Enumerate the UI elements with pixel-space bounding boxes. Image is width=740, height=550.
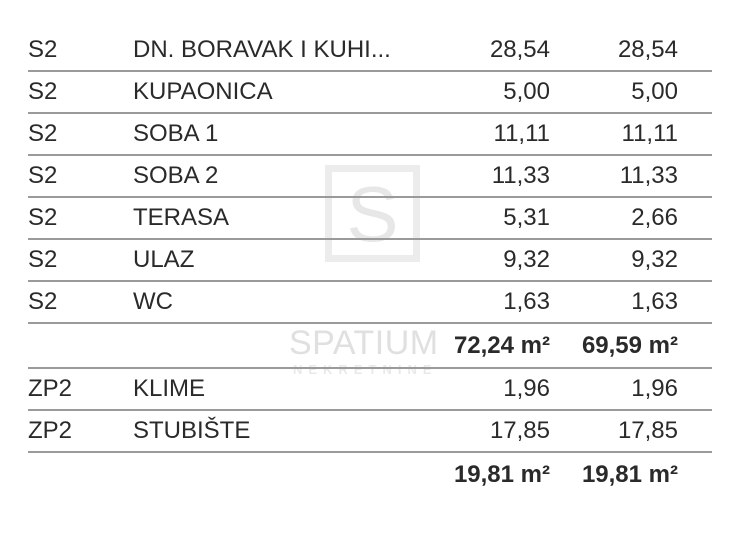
room-name-cell: DN. BORAVAK I KUHI... [133, 36, 391, 63]
spacer-cell [678, 71, 712, 113]
unit-code-cell: S2 [28, 78, 58, 105]
area-value2-cell: 1,96 [631, 375, 678, 402]
spacer-cell [678, 197, 712, 239]
room-name-cell: KUPAONICA [133, 78, 273, 105]
area-row: S2 KUPAONICA 5,00 5,00 [28, 71, 712, 113]
spacer-cell [678, 155, 712, 197]
room-name-cell [133, 452, 363, 496]
unit-code-cell: S2 [28, 36, 58, 63]
spacer-cell [678, 113, 712, 155]
floor-area-table: S2 DN. BORAVAK I KUHI... 28,54 28,54 S2 KUPAO… [28, 30, 712, 496]
area-row: S2 SOBA 1 11,11 11,11 [28, 113, 712, 155]
area-value2-cell: 11,33 [619, 162, 678, 189]
unit-code-cell: ZP2 [28, 417, 73, 444]
unit-code-cell: S2 [28, 120, 58, 147]
area-row: S2 ULAZ 9,32 9,32 [28, 239, 712, 281]
spacer-cell [678, 410, 712, 452]
unit-code-cell: S2 [28, 288, 58, 315]
area-table-body: S2 DN. BORAVAK I KUHI... 28,54 28,54 S2 KUPAO… [28, 30, 712, 496]
room-name-cell: WC [133, 288, 173, 315]
area-value1-cell: 72,24 m² [453, 331, 550, 359]
area-value1-cell: 1,96 [503, 375, 550, 402]
spatium-logo-watermark: S [325, 165, 420, 262]
spacer-cell [678, 452, 712, 496]
area-value2-cell: 28,54 [617, 36, 678, 63]
area-row: S2 SOBA 2 11,33 11,33 [28, 155, 712, 197]
subtotal-row: 19,81 m² 19,81 m² [28, 452, 712, 496]
room-name-cell: SOBA 1 [133, 120, 219, 147]
area-value1-cell: 19,81 m² [453, 460, 550, 488]
area-row: ZP2 KLIME 1,96 1,96 [28, 368, 712, 410]
unit-code-cell: S2 [28, 204, 58, 231]
area-value1-cell: 28,54 [489, 36, 550, 63]
unit-code-cell: S2 [28, 246, 58, 273]
area-value2-cell: 5,00 [631, 78, 678, 105]
area-value1-cell: 11,11 [493, 120, 551, 147]
spacer-cell [678, 30, 712, 71]
room-name-cell: KLIME [133, 375, 206, 402]
spatium-brand-watermark: SPATIUM [289, 324, 439, 362]
area-row: S2 TERASA 5,31 2,66 [28, 197, 712, 239]
unit-code-cell: ZP2 [28, 375, 73, 402]
room-name-cell: STUBIŠTE [133, 417, 251, 444]
room-name-cell: SOBA 2 [133, 162, 219, 189]
area-value2-cell: 19,81 m² [581, 460, 678, 488]
spacer-cell [678, 239, 712, 281]
unit-code-cell: S2 [28, 162, 58, 189]
subtotal-row: 72,24 m² 69,59 m² [28, 323, 712, 368]
unit-code-cell [28, 323, 133, 368]
area-value1-cell: 5,31 [503, 204, 550, 231]
room-name-cell [133, 323, 363, 368]
area-value2-cell: 11,11 [621, 120, 679, 147]
area-value2-cell: 69,59 m² [581, 331, 678, 359]
area-value1-cell: 17,85 [489, 417, 550, 444]
room-name-cell: ULAZ [133, 246, 195, 273]
area-value2-cell: 1,63 [631, 288, 678, 315]
area-value1-cell: 5,00 [503, 78, 550, 105]
area-row: ZP2 STUBIŠTE 17,85 17,85 [28, 410, 712, 452]
room-name-cell: TERASA [133, 204, 230, 231]
area-value2-cell: 17,85 [617, 417, 678, 444]
spacer-cell [678, 368, 712, 410]
area-value1-cell: 1,63 [503, 288, 550, 315]
area-value2-cell: 2,66 [631, 204, 678, 231]
area-value2-cell: 9,32 [631, 246, 678, 273]
spacer-cell [678, 323, 712, 368]
spatium-subtitle-watermark: NEKRETNINE [293, 362, 438, 377]
area-value1-cell: 11,33 [491, 162, 550, 189]
spacer-cell [678, 281, 712, 323]
area-row: S2 WC 1,63 1,63 [28, 281, 712, 323]
area-value1-cell: 9,32 [503, 246, 550, 273]
unit-code-cell [28, 452, 133, 496]
area-row: S2 DN. BORAVAK I KUHI... 28,54 28,54 [28, 30, 712, 71]
